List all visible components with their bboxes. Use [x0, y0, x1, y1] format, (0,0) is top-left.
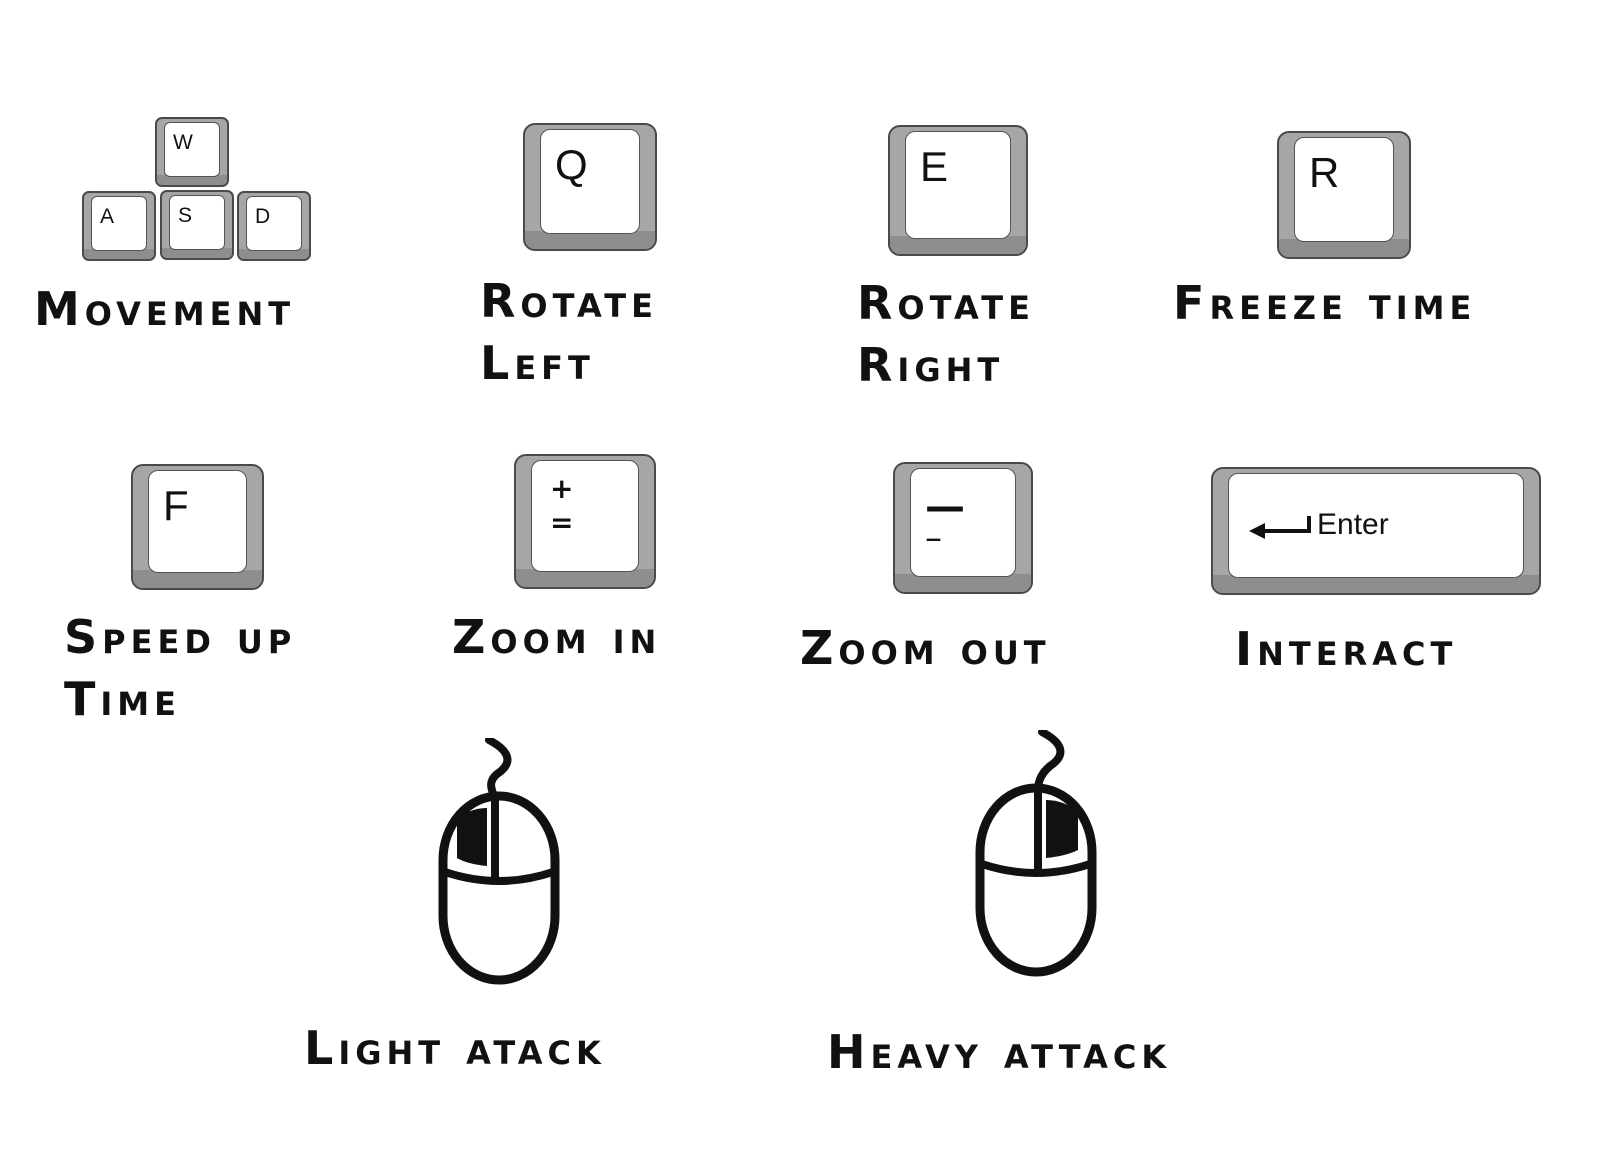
movement-label: Movement [34, 282, 296, 336]
minus-glyph: — [925, 484, 965, 530]
computer-mouse-icon [975, 730, 1097, 977]
zoom-out-label: Zoom Out [800, 621, 1051, 675]
return-arrow-icon [1249, 516, 1311, 539]
computer-mouse-icon [438, 738, 560, 985]
f-key: F [131, 464, 264, 590]
e-key: E [888, 125, 1028, 256]
freeze-time-label: Freeze Time [1173, 276, 1477, 330]
rotate-right-label: Rotate Right [857, 276, 1035, 392]
w-key-glyph: W [173, 131, 193, 154]
r-key-glyph: R [1309, 149, 1340, 196]
equals-glyph: = [550, 506, 574, 539]
d-key: D [237, 191, 311, 261]
d-key-glyph: D [255, 205, 271, 228]
minus-key: — – [893, 462, 1033, 594]
r-key: R [1277, 131, 1411, 259]
interact-label: Interact [1235, 622, 1458, 676]
a-key-glyph: A [100, 205, 115, 228]
heavy-attack-label: Heavy Attack [827, 1025, 1172, 1079]
w-key: W [155, 117, 229, 187]
speed-up-time-label: Speed up Time [64, 610, 297, 726]
e-key-glyph: E [920, 143, 949, 190]
plus-glyph: + [550, 472, 574, 505]
s-key: S [160, 190, 234, 260]
enter-key-glyph: Enter [1317, 508, 1389, 541]
zoom-in-label: Zoom In [452, 610, 662, 664]
plus-equals-key: + = [514, 454, 656, 589]
q-key-glyph: Q [555, 141, 588, 188]
rotate-left-label: Rotate Left [480, 274, 658, 390]
light-attack-label: Light Atack [304, 1021, 606, 1075]
a-key: A [82, 191, 156, 261]
right-button-highlight [1046, 800, 1078, 858]
q-key: Q [523, 123, 657, 251]
s-key-glyph: S [178, 204, 193, 227]
left-button-highlight [457, 808, 487, 866]
underscore-glyph: – [925, 518, 942, 558]
f-key-glyph: F [163, 482, 189, 529]
enter-key: Enter [1211, 467, 1541, 595]
